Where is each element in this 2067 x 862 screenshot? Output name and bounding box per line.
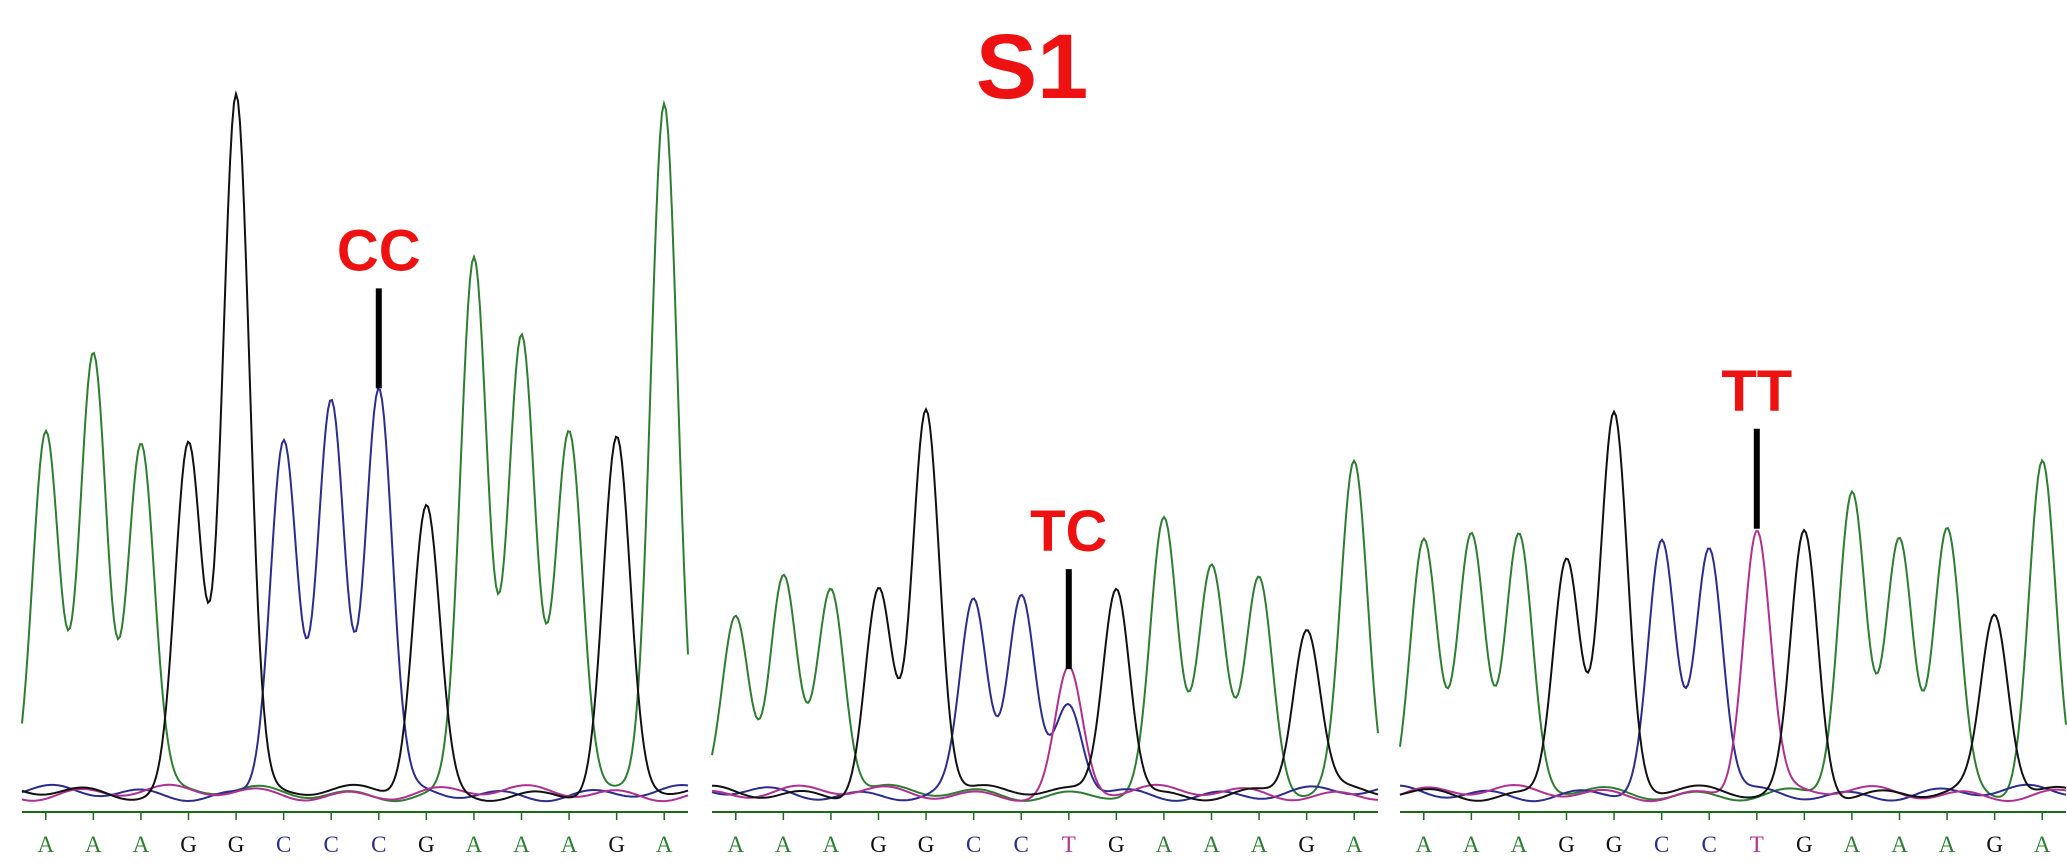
base-call: A [1511,832,1528,857]
base-call: G [870,832,887,857]
base-call: A [466,832,483,857]
base-call: A [37,832,54,857]
base-call: G [1986,832,2003,857]
base-call: C [276,832,291,857]
base-call: A [1156,832,1173,857]
base-call: C [1014,832,1029,857]
trace-a [21,99,689,803]
trace-t [1399,530,2067,803]
trace-a [711,458,1379,802]
base-call: G [608,832,625,857]
base-call: C [1654,832,1669,857]
base-call: G [1108,832,1125,857]
base-call: A [85,832,102,857]
base-call: C [371,832,386,857]
figure-title: S1 [976,16,1089,118]
base-call: T [1062,832,1076,857]
base-call: C [324,832,339,857]
base-call: T [1750,832,1764,857]
base-call: G [1558,832,1575,857]
base-call: A [1939,832,1956,857]
trace-a [1399,458,2067,802]
base-call: A [513,832,530,857]
trace-t [21,783,689,803]
base-call: G [228,832,245,857]
base-call: A [561,832,578,857]
base-call: G [1298,832,1315,857]
base-call: A [727,832,744,857]
trace-g [712,407,1379,802]
base-call: G [180,832,197,857]
base-call: A [2034,832,2051,857]
base-call: A [1251,832,1268,857]
base-call: G [1606,832,1623,857]
base-call: A [1891,832,1908,857]
chromatogram-panel: A A A G G C C T G A A A G A TT [1399,359,2067,857]
chromatogram-panel: A A A G G C C C G A A A G ACC [21,90,689,857]
base-call: A [656,832,673,857]
base-call: G [418,832,435,857]
base-call: A [775,832,792,857]
base-call: A [133,832,150,857]
trace-t [711,665,1378,802]
base-call: C [1702,832,1717,857]
base-call: A [1203,832,1220,857]
base-call: A [1346,832,1363,857]
chromatogram-panel: A A A G G C C T G A A A G A TC [711,407,1379,857]
genotype-label: CC [337,218,421,283]
base-call: A [1415,832,1432,857]
trace-c [711,593,1379,802]
trace-g [21,90,689,802]
base-call: G [1796,832,1813,857]
base-call: C [966,832,981,857]
genotype-label: TC [1030,499,1107,564]
base-call: A [1844,832,1861,857]
base-call: A [1463,832,1480,857]
trace-c [21,387,689,803]
base-call: A [823,832,840,857]
genotype-label: TT [1721,359,1792,424]
trace-g [1399,409,2067,802]
base-call: G [918,832,935,857]
